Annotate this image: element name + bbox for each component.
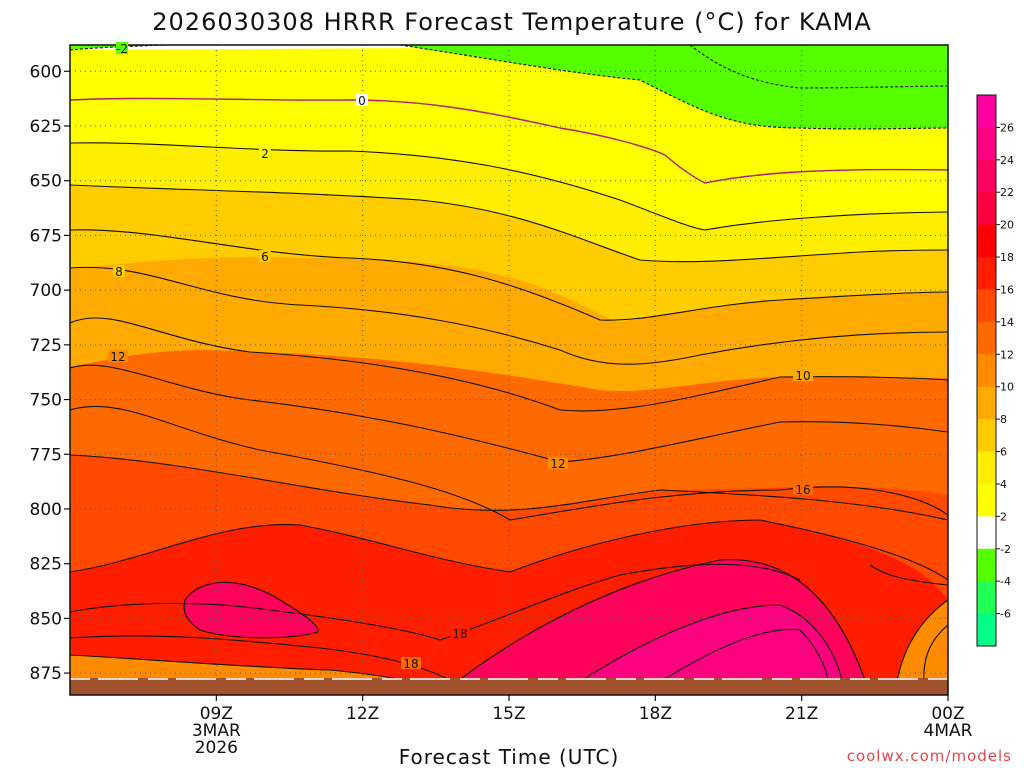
contour-label: 18 — [452, 627, 467, 641]
contour-label: 12 — [550, 457, 565, 471]
colorbar-label: -4 — [1000, 575, 1011, 588]
x-tick-label: 15Z — [492, 704, 525, 724]
contour-16 — [70, 454, 948, 521]
colorbar-label: 26 — [1000, 121, 1014, 134]
x-tick-label: 4MAR — [924, 721, 973, 741]
x-tick-label: 21Z — [785, 704, 818, 724]
x-tick-label: 18Z — [639, 704, 672, 724]
colorbar-swatch — [977, 451, 996, 485]
y-tick-label: 850 — [30, 609, 62, 629]
contour-label: 10 — [795, 369, 810, 383]
colorbar-label: 2 — [1000, 510, 1007, 523]
y-tick-label: 600 — [30, 62, 62, 82]
colorbar-swatch — [977, 613, 996, 647]
contour-10 — [70, 317, 948, 412]
y-tick-label: 775 — [30, 445, 62, 465]
x-tick-label: 00Z — [931, 704, 964, 724]
contour-2 — [70, 142, 948, 231]
contour-18 — [70, 519, 948, 581]
filled-contours — [70, 45, 948, 695]
colorbar-swatch — [977, 95, 996, 128]
colorbar-swatch — [977, 192, 996, 226]
contour-4 — [70, 184, 948, 263]
colorbar-label: -2 — [1000, 543, 1011, 556]
colorbar-swatch — [977, 483, 996, 517]
colorbar-label: 8 — [1000, 413, 1007, 426]
band-12c-right — [895, 600, 948, 695]
colorbar-swatch — [977, 516, 996, 550]
x-tick-label: 3MAR — [192, 721, 241, 741]
contour-20-right — [439, 559, 871, 695]
colorbar-label: 12 — [1000, 348, 1014, 361]
contour-18-lower — [70, 563, 801, 641]
colorbar-label: 18 — [1000, 251, 1014, 264]
colorbar-label: 6 — [1000, 446, 1007, 459]
y-tick-label: 650 — [30, 172, 62, 192]
y-tick-label: 875 — [30, 664, 62, 684]
x-axis-title: Forecast Time (UTC) — [399, 745, 620, 768]
y-tick-label: 825 — [30, 555, 62, 575]
band-20c — [183, 582, 319, 638]
colorbar-swatch — [977, 127, 996, 161]
contour-label: 8 — [115, 265, 123, 279]
x-tick-label: 09Z — [200, 704, 233, 724]
colorbar-frame — [976, 94, 997, 647]
colorbar-swatch — [977, 289, 996, 323]
contour-label: 16 — [795, 483, 810, 497]
contour-label: 12 — [110, 350, 125, 364]
contour-24-right — [639, 628, 831, 695]
colorbar-swatch — [977, 224, 996, 258]
credit-text: coolwx.com/models — [847, 747, 1012, 765]
contour-8 — [70, 266, 948, 365]
colorbar-label: 20 — [1000, 219, 1014, 232]
chart-title: 2026030308 HRRR Forecast Temperature (°C… — [152, 8, 871, 36]
contour-20-loop — [183, 581, 319, 639]
contour-label: 0 — [358, 94, 366, 108]
ground-strip — [70, 678, 948, 695]
colorbar-label: 10 — [1000, 381, 1014, 394]
colorbar-swatch — [977, 159, 996, 193]
y-tick-label: 750 — [30, 391, 62, 411]
contour-14 — [70, 405, 948, 521]
colorbar-label: 14 — [1000, 316, 1014, 329]
contour-12 — [70, 364, 948, 463]
colorbar-swatch — [977, 386, 996, 420]
colorbar-swatch — [977, 321, 996, 355]
x-tick-label: 2026 — [195, 738, 238, 758]
contour-label: 6 — [261, 250, 269, 264]
contour-6 — [70, 229, 948, 321]
contour-minus2-b — [689, 45, 948, 89]
colorbar-swatch — [977, 257, 996, 290]
colorbar-label: 4 — [1000, 478, 1007, 491]
y-axis: 600 625 650 675 700 725 750 775 800 825 850 875 — [30, 62, 70, 684]
y-tick-label: 700 — [30, 281, 62, 301]
colorbar-swatch — [977, 548, 996, 582]
contour-label: 2 — [261, 147, 269, 161]
contour-label-group: -2 0 2 6 8 12 10 12 16 18 18 — [108, 42, 813, 671]
colorbar-label: -6 — [1000, 608, 1011, 621]
y-tick-label: 800 — [30, 500, 62, 520]
contour-label: 18 — [403, 657, 418, 671]
y-tick-label: 725 — [30, 336, 62, 356]
colorbar-swatch — [977, 581, 996, 615]
contour-22-right — [559, 604, 846, 695]
y-tick-label: 625 — [30, 117, 62, 137]
colorbar-swatch — [977, 419, 996, 453]
contour-0 — [70, 97, 948, 184]
colorbar-label: 22 — [1000, 186, 1014, 199]
contour-right-b — [869, 564, 948, 586]
colorbar-label: 24 — [1000, 154, 1014, 167]
colorbar-label: 16 — [1000, 283, 1014, 296]
contour-label: -2 — [116, 42, 128, 56]
band-22c-right — [560, 605, 845, 695]
x-tick-label: 12Z — [346, 704, 379, 724]
colorbar-swatch — [977, 354, 996, 388]
y-tick-label: 675 — [30, 226, 62, 246]
band-minus2c — [70, 45, 948, 129]
